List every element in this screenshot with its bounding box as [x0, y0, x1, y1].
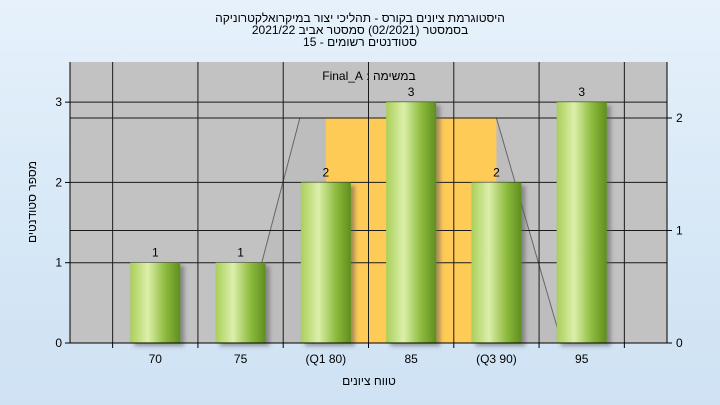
data-label: 3	[408, 85, 415, 99]
x-tick-label: 70	[149, 352, 163, 366]
x-axis-label: טווח ציונים	[342, 374, 396, 388]
y-tick-label: 3	[55, 95, 62, 109]
bar	[471, 182, 522, 343]
data-label: 2	[323, 165, 330, 179]
x-tick-label: 75	[234, 352, 248, 366]
y2-tick-label: 1	[676, 224, 683, 238]
bar	[215, 262, 266, 343]
bar	[130, 262, 181, 343]
y-axis-label: מספר סטודנטים	[25, 161, 39, 243]
bar	[386, 102, 437, 344]
data-label: 1	[152, 246, 159, 260]
y-tick-label: 2	[55, 175, 62, 189]
x-tick-label: (Q1 80)	[306, 352, 347, 366]
y-tick-label: 1	[55, 256, 62, 270]
bar	[300, 182, 351, 343]
x-tick-label: 95	[575, 352, 589, 366]
chart-title-line-2: בסמסטר (02/2021) סמסטר אביב 2021/22	[251, 23, 469, 37]
x-tick-label: 85	[404, 352, 418, 366]
x-tick-label: (Q3 90)	[476, 352, 517, 366]
y2-tick-label: 2	[676, 111, 683, 125]
data-label: 1	[237, 246, 244, 260]
data-label: 3	[578, 85, 585, 99]
bar	[556, 102, 607, 344]
y2-tick-label: 0	[676, 336, 683, 350]
legend-text: במשימה : Final_A	[322, 69, 415, 83]
data-label: 2	[493, 165, 500, 179]
y-tick-label: 0	[55, 336, 62, 350]
chart-title-line-3: סטודנטים רשומים - 15	[303, 35, 417, 49]
chart-title-line-1: היסטוגרמת ציונים בקורס - תהליכי יצור במי…	[215, 11, 505, 25]
